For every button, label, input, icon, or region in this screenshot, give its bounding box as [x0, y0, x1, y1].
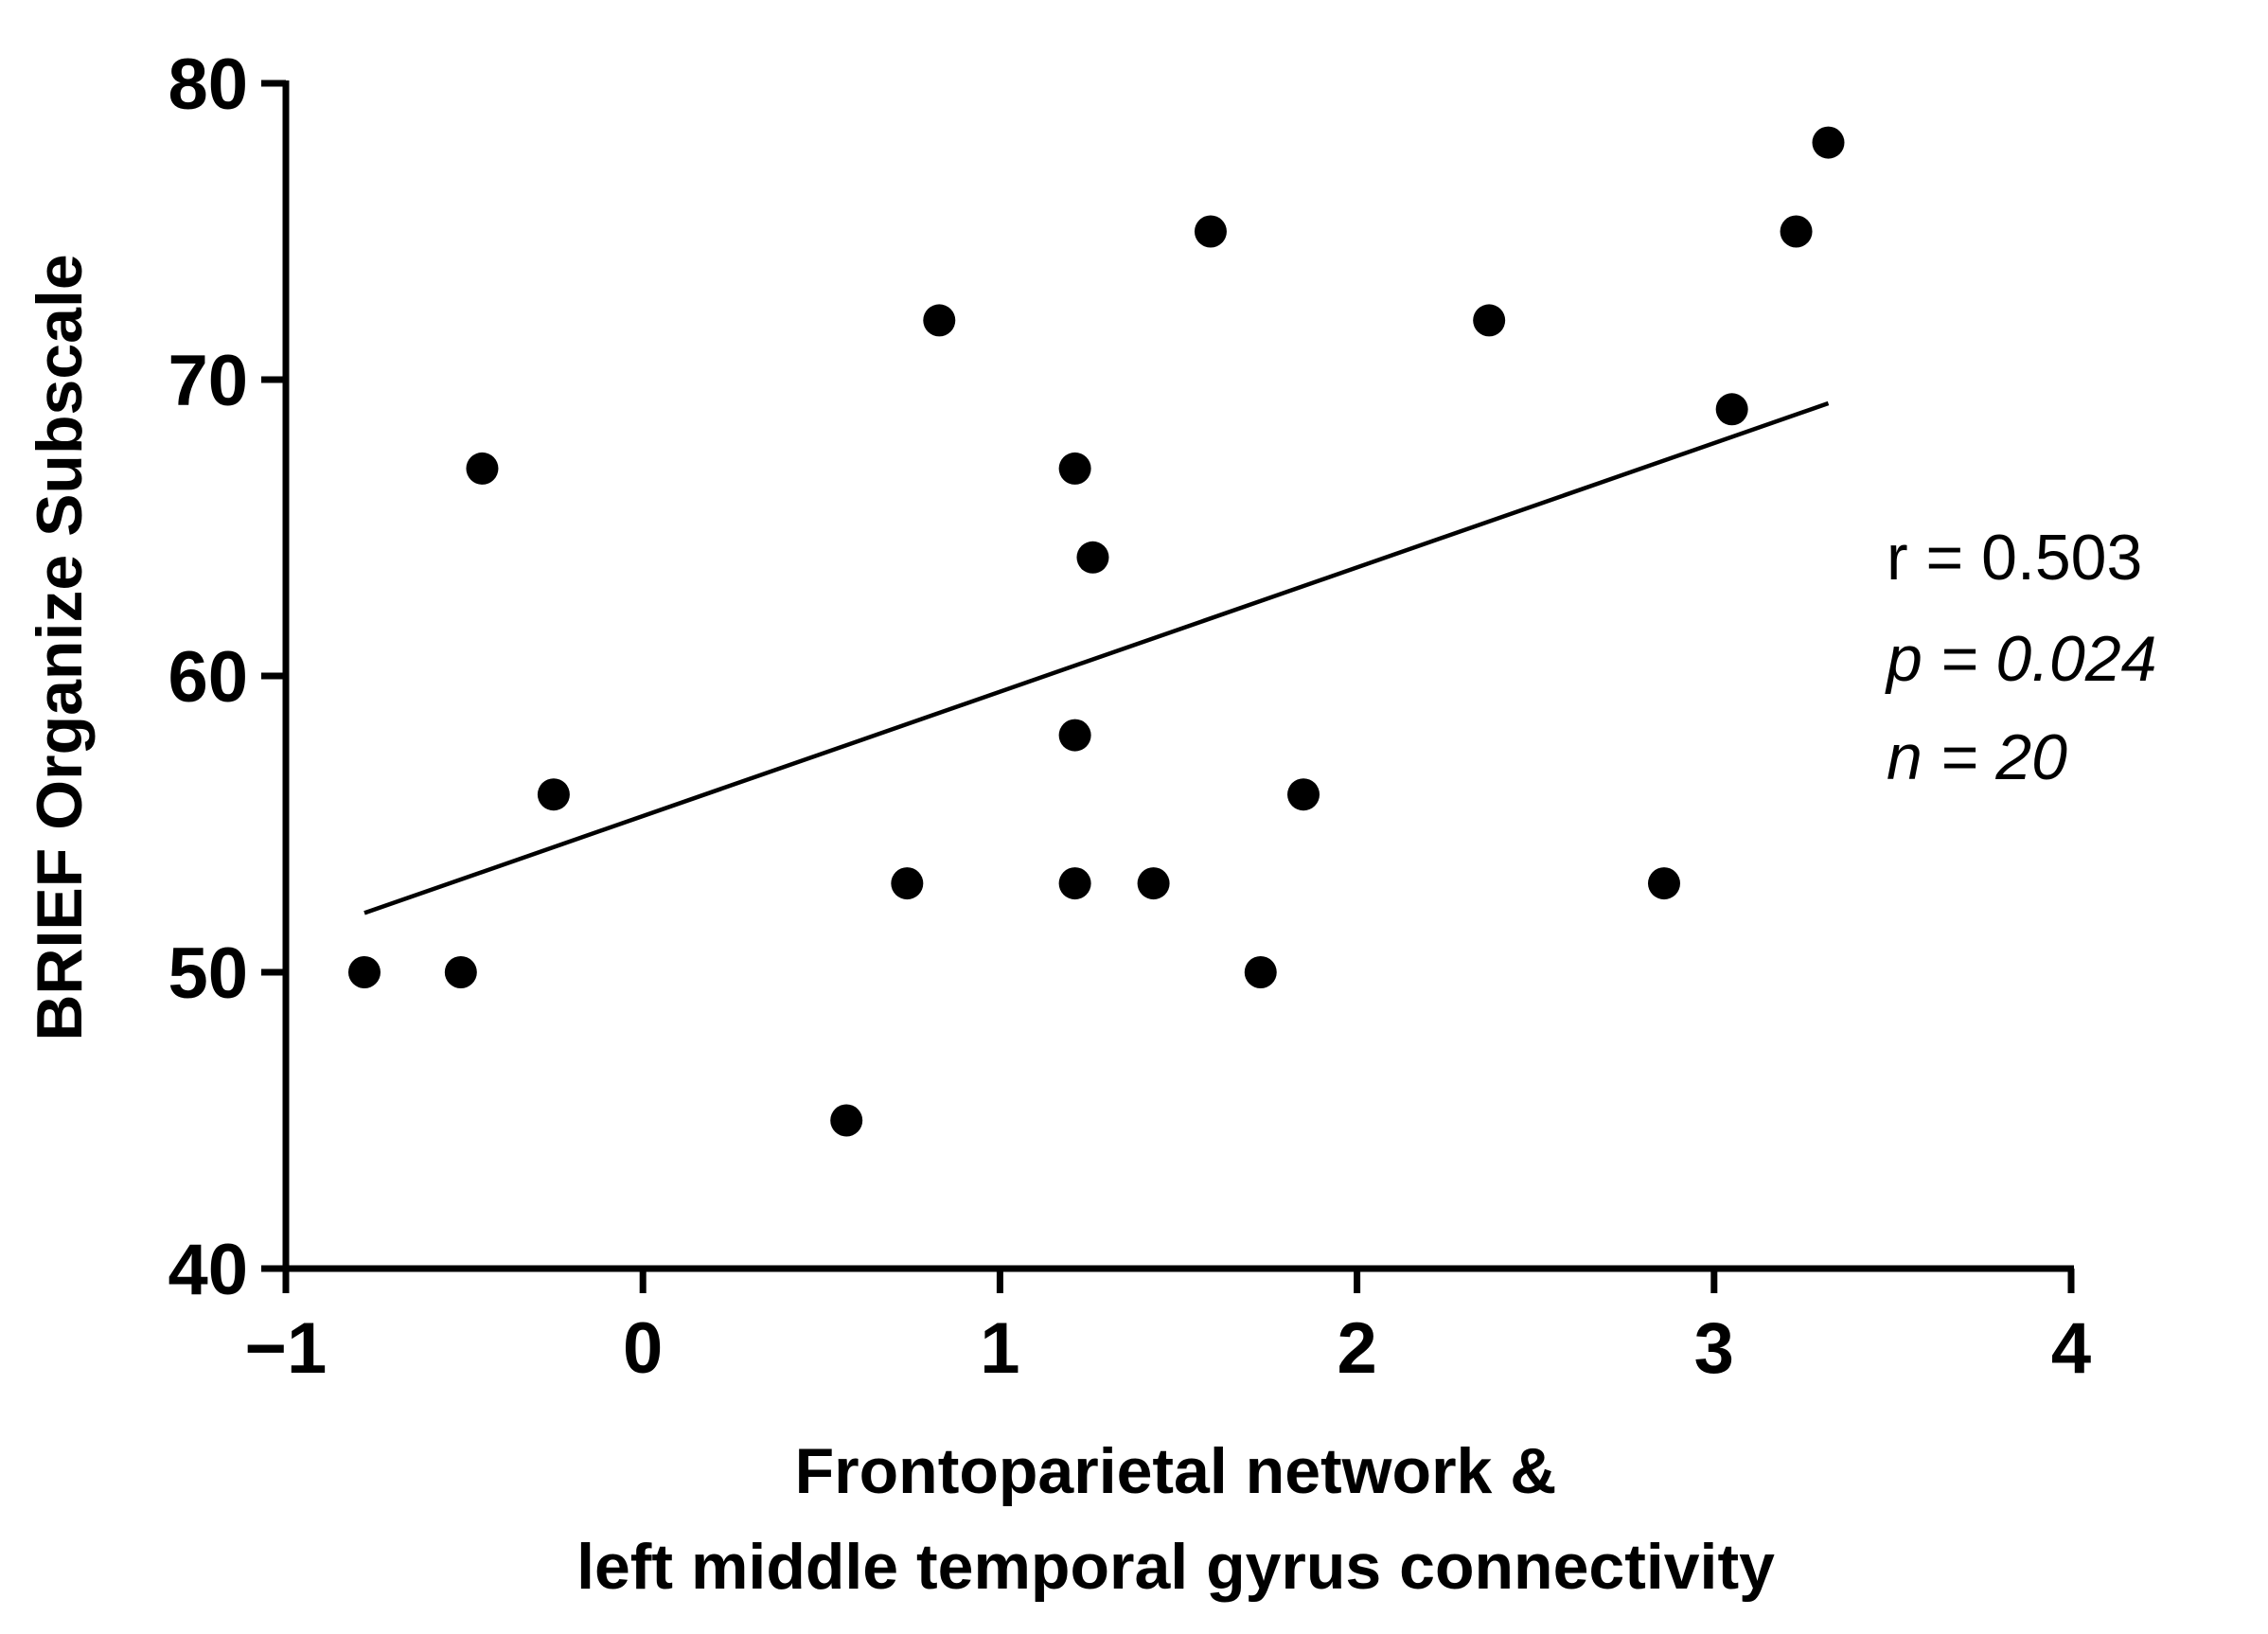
- x-tick-label: 1: [980, 1308, 1019, 1389]
- x-tick-label: −1: [245, 1308, 328, 1389]
- y-ticks: 40 50 60 70 80: [168, 44, 286, 1310]
- y-tick-label: 50: [168, 933, 248, 1014]
- data-point: [891, 867, 924, 900]
- data-point: [1137, 867, 1170, 900]
- stats-n-label: n = 20: [1887, 721, 2067, 793]
- data-point: [537, 778, 570, 811]
- data-point: [1473, 304, 1506, 337]
- data-point: [1812, 126, 1845, 159]
- data-point: [444, 956, 477, 988]
- data-point: [1647, 867, 1680, 900]
- data-point: [1244, 956, 1277, 988]
- data-point: [347, 956, 381, 988]
- y-tick-label: 70: [168, 341, 248, 421]
- data-point: [1076, 541, 1109, 574]
- x-ticks: −1 0 1 2 3 4: [245, 1269, 2091, 1389]
- regression-line: [363, 400, 1830, 915]
- regression-group: [363, 400, 1830, 915]
- data-point: [830, 1104, 863, 1137]
- stats-annotation: r = 0.503 p = 0.024 n = 20: [1885, 522, 2156, 793]
- data-point: [1194, 215, 1227, 248]
- y-tick-label: 60: [168, 637, 248, 718]
- axes: [282, 80, 2074, 1272]
- data-point: [1780, 215, 1813, 248]
- y-tick-label: 80: [168, 44, 248, 125]
- data-point: [1058, 867, 1091, 900]
- x-tick-label: 0: [623, 1308, 663, 1389]
- y-tick-label: 40: [168, 1230, 248, 1310]
- data-point: [1287, 778, 1320, 811]
- data-points: [347, 126, 1845, 1137]
- data-point: [923, 304, 956, 337]
- x-tick-label: 4: [2051, 1308, 2091, 1389]
- x-axis-label-line-1: Frontoparietal network &: [795, 1435, 1557, 1507]
- x-tick-label: 3: [1694, 1308, 1734, 1389]
- data-point: [1058, 719, 1091, 752]
- x-tick-label: 2: [1337, 1308, 1376, 1389]
- y-axis-label: BRIEF Organize Subscale: [24, 254, 96, 1040]
- data-point: [466, 452, 499, 485]
- data-point: [1058, 452, 1091, 485]
- stats-r-label: r = 0.503: [1887, 522, 2142, 594]
- stats-p-label: p = 0.024: [1885, 623, 2156, 695]
- data-point: [1715, 393, 1748, 426]
- x-axis-label-line-2: left middle temporal gyrus connectivity: [576, 1531, 1775, 1603]
